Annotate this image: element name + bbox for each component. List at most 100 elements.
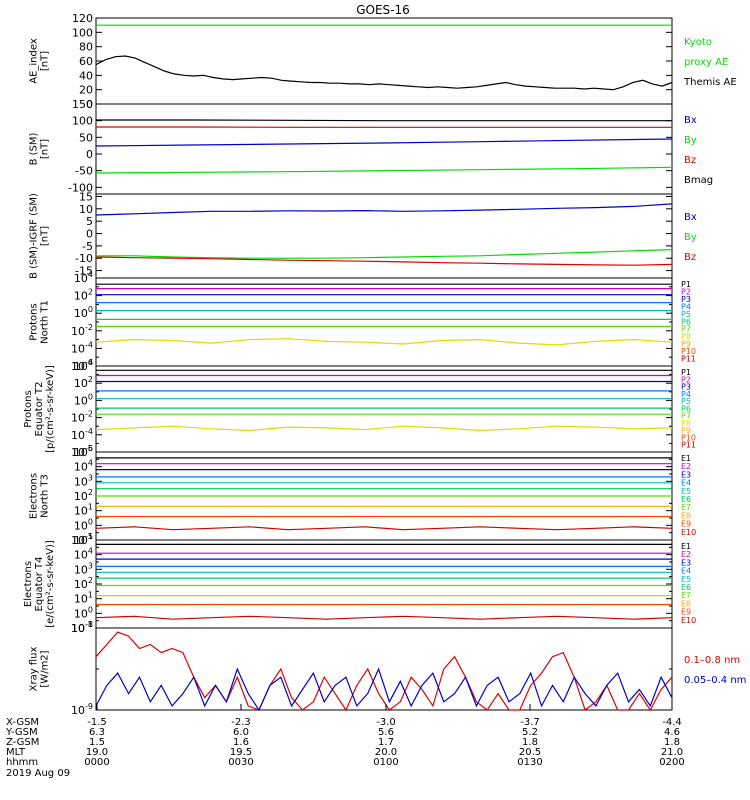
y-axis-label: North T1: [40, 300, 51, 344]
y-tick-label: 10: [79, 203, 93, 216]
legend-entry: P3: [681, 383, 691, 392]
time-axis-value: 5.2: [522, 727, 538, 738]
y-axis-label: Electrons: [29, 473, 40, 519]
y-tick-label: 100: [72, 115, 93, 128]
y-tick-label: 0: [86, 148, 93, 161]
legend-entry: E9: [681, 608, 691, 617]
y-tick-label: 15: [79, 190, 93, 203]
legend-entry: P5: [681, 310, 691, 319]
y-tick-label: 40: [79, 69, 93, 82]
y-axis-label: North T3: [40, 474, 51, 518]
time-axis-row-label: MLT: [6, 747, 26, 758]
y-axis-label: B (SM): [29, 132, 40, 165]
time-axis-value: -3.0: [376, 717, 396, 728]
time-axis-value: 1.5: [89, 737, 105, 748]
y-tick-label: 104: [74, 459, 93, 474]
panel-frame: [95, 365, 673, 453]
time-axis-value: 20.0: [375, 747, 397, 758]
legend-entry: E10: [681, 616, 696, 625]
time-axis-row-label: Y-GSM: [5, 727, 38, 738]
y-axis-label: Electrons: [23, 561, 34, 607]
y-tick-label: 102: [74, 576, 93, 591]
legend-entry: E5: [681, 575, 691, 584]
y-tick-label: 10-4: [71, 340, 93, 355]
y-axis-label: [W/m2]: [40, 650, 51, 687]
series-line-0-05-0-4-nm: [95, 667, 673, 712]
panel-frame: [95, 627, 673, 711]
series-line-P8: [95, 425, 673, 432]
y-tick-label: 10-2: [71, 323, 93, 338]
y-axis-label: [e/(cm²-s-sr-keV)]: [45, 540, 56, 628]
series-line-Bx: [95, 138, 673, 147]
legend-entry: P7: [681, 325, 691, 334]
time-axis-value: 20.5: [519, 747, 541, 758]
time-axis-value: 21.0: [661, 747, 683, 758]
legend-entry: E7: [681, 503, 691, 512]
legend-entry: P9: [681, 340, 691, 349]
legend-entry: E4: [681, 567, 691, 576]
y-tick-label: 10-9: [71, 702, 93, 717]
legend-entry: P6: [681, 317, 691, 326]
time-axis-value: -1.5: [87, 717, 107, 728]
legend-entry: By: [684, 232, 697, 243]
y-tick-label: 101: [74, 503, 93, 518]
time-axis-row-label: Z-GSM: [6, 737, 39, 748]
legend-entry: P3: [681, 295, 691, 304]
y-tick-label: 103: [74, 473, 93, 488]
panel-frame: [95, 103, 673, 195]
y-tick-label: 102: [74, 488, 93, 503]
y-axis-label: Equator T4: [34, 557, 45, 612]
series-line-Bz: [95, 256, 673, 266]
time-axis-value: -4.4: [662, 717, 682, 728]
legend-entry: P1: [681, 368, 691, 377]
y-tick-label: -15: [75, 265, 93, 278]
y-tick-label: 102: [74, 288, 93, 303]
time-axis-value: 0000: [84, 757, 109, 768]
time-axis-value: 0130: [517, 757, 542, 768]
legend-entry: P2: [681, 375, 691, 384]
legend-entry: P10: [681, 347, 696, 356]
y-axis-label: [nT]: [40, 226, 51, 246]
y-tick-label: 0: [86, 228, 93, 241]
y-tick-label: 50: [79, 131, 93, 144]
legend-entry: Bmag: [684, 175, 713, 186]
series-line-Themis-AE: [95, 55, 673, 91]
y-tick-label: 104: [74, 358, 93, 373]
time-axis-value: -3.7: [520, 717, 540, 728]
panel-xray: 10-9 10-8 Xray flux [W/m2] 0.1–0.8 nm 0.05–0.…: [29, 620, 747, 717]
figure-title: GOES-16: [356, 3, 410, 17]
legend-entry: P10: [681, 433, 696, 442]
legend-entry: E6: [681, 495, 691, 504]
legend-entry: E10: [681, 528, 696, 537]
legend-entry: P4: [681, 390, 691, 399]
legend-entry: P8: [681, 332, 691, 341]
panel-frame: [95, 277, 673, 367]
legend-entry: E6: [681, 583, 691, 592]
time-axis-value: 1.7: [378, 737, 394, 748]
y-tick-label: 102: [74, 375, 93, 390]
time-axis-value: 1.8: [522, 737, 538, 748]
y-axis-label: Equator T2: [34, 382, 45, 437]
y-tick-label: 60: [79, 55, 93, 68]
legend-entry: E8: [681, 511, 691, 520]
legend-entry: P11: [681, 355, 696, 364]
y-tick-label: 150: [72, 98, 93, 111]
legend-entry: Bx: [684, 212, 697, 223]
y-tick-label: 100: [72, 26, 93, 39]
y-tick-label: 10-8: [71, 620, 93, 635]
date-label: 2019 Aug 09: [6, 768, 70, 779]
legend-entry: E5: [681, 487, 691, 496]
time-axis-row-label: hhmm: [6, 757, 38, 768]
legend-entry: 0.05–0.4 nm: [684, 675, 746, 686]
legend-entry: P9: [681, 426, 691, 435]
y-tick-label: 100: [74, 517, 93, 532]
legend-entry: Kyoto: [684, 37, 712, 48]
panel-bsm: -100 -50 0 50 100 150 B (SM) [nT] Bx By Bz Bmag: [29, 98, 713, 195]
legend-entry: P4: [681, 302, 691, 311]
